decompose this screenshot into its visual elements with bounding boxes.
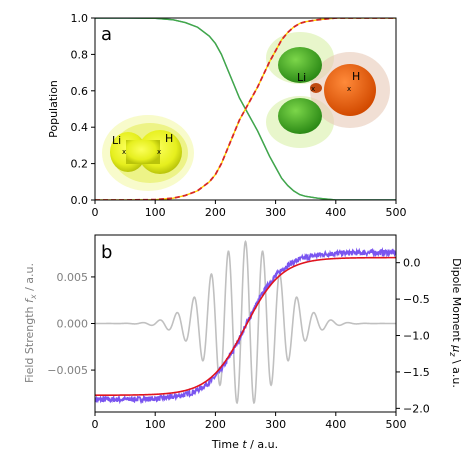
population-series-3 xyxy=(95,18,396,200)
b-ytick-left-label: 0.000 xyxy=(57,318,89,331)
population-series-1 xyxy=(95,18,396,200)
b-xtick-label: 500 xyxy=(386,418,407,431)
a-ytick-label: 0.8 xyxy=(71,48,89,61)
panel-b-xlabel: Time t / a.u. xyxy=(211,438,278,451)
panel-a-ticks: 0 100 200 300 400 500 0.0 0.2 0.4 0.6 0.8 1.0 xyxy=(71,12,407,219)
panel-b: 0 100 200 300 400 500 −0.005 0.000 0.005 −2.0 −1.5… xyxy=(23,234,463,451)
atom-marker-li-left: x xyxy=(122,148,126,156)
atom-label-li-left: Li xyxy=(112,134,121,147)
panel-a-label: a xyxy=(101,24,112,45)
atom-label-h-right: H xyxy=(352,70,360,83)
b-ytick-left-label: 0.005 xyxy=(57,271,89,284)
panel-b-ylabel-right: Dipole Moment μz \ a.u. xyxy=(448,258,463,388)
atom-marker-h-right: x xyxy=(347,85,351,93)
panel-b-ticks: 0 100 200 300 400 500 −0.005 0.000 0.005 −2.0 −1.5… xyxy=(47,257,429,431)
lih-orbital-right: Li H x x xyxy=(266,32,390,148)
field-strength-series xyxy=(95,239,396,405)
b-xtick-label: 100 xyxy=(145,418,166,431)
a-ytick-label: 1.0 xyxy=(71,12,89,25)
a-xtick-label: 0 xyxy=(92,206,99,219)
atom-marker-li-right: x xyxy=(311,85,315,93)
a-ytick-label: 0.0 xyxy=(71,194,89,207)
panel-b-series xyxy=(95,239,396,405)
dipole-moment-fit-series xyxy=(95,256,396,397)
lih-orbital-left: Li H x x xyxy=(102,115,194,191)
b-ytick-left-label: −0.005 xyxy=(47,364,88,377)
b-xtick-label: 400 xyxy=(325,418,346,431)
panel-a-series xyxy=(95,18,396,200)
a-ytick-label: 0.2 xyxy=(71,158,89,171)
b-ytick-right-label: −1.0 xyxy=(403,330,430,343)
a-xtick-label: 200 xyxy=(205,206,226,219)
b-ytick-right-label: −1.5 xyxy=(403,366,430,379)
panel-a-frame xyxy=(94,17,397,201)
panel-b-ylabel-left: Field Strength fx / a.u. xyxy=(23,263,38,383)
panel-b-label: b xyxy=(101,242,112,263)
a-ytick-label: 0.4 xyxy=(71,121,89,134)
atom-label-li-right: Li xyxy=(297,71,306,84)
a-xtick-label: 500 xyxy=(386,206,407,219)
atom-marker-h-left: x xyxy=(157,148,161,156)
b-xtick-label: 200 xyxy=(205,418,226,431)
b-xtick-label: 0 xyxy=(92,418,99,431)
a-xtick-label: 300 xyxy=(265,206,286,219)
panel-a: Li H x x Li H x x 0 100 200 300 400 500 0.0 0.2… xyxy=(47,12,407,219)
b-xtick-label: 300 xyxy=(265,418,286,431)
atom-label-h-left: H xyxy=(165,132,173,145)
b-ytick-right-label: −0.5 xyxy=(403,293,430,306)
panel-a-ylabel: Population xyxy=(47,80,60,138)
a-xtick-label: 400 xyxy=(325,206,346,219)
b-ytick-right-label: −2.0 xyxy=(403,402,430,415)
a-xtick-label: 100 xyxy=(145,206,166,219)
a-ytick-label: 0.6 xyxy=(71,85,89,98)
b-ytick-right-label: 0.0 xyxy=(403,257,421,270)
